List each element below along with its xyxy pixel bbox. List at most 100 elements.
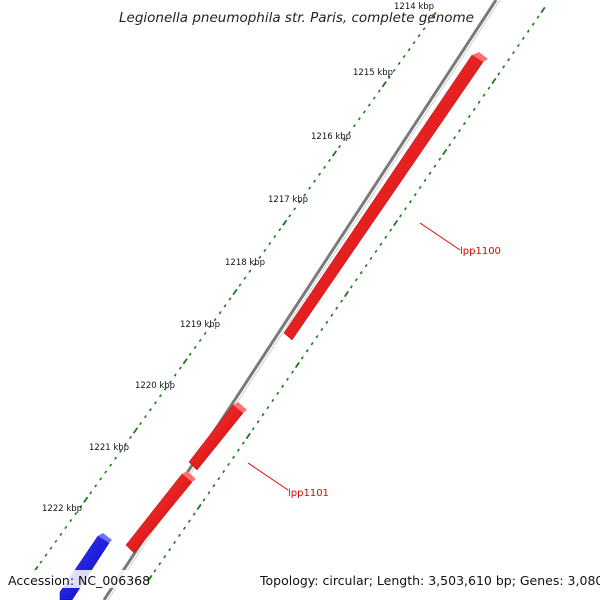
gene-lpp1101[interactable]: [188, 402, 247, 471]
inner-minor-tick: [487, 86, 491, 90]
lpp1100-label-line: [419, 222, 461, 251]
inner-minor-tick: [413, 192, 417, 197]
outer-minor-tick: [208, 325, 212, 329]
inner-minor-tick: [458, 129, 461, 133]
inner-minor-tick: [271, 398, 275, 403]
tick-label-1220: 1220 kbp: [135, 381, 175, 391]
inner-minor-tick: [516, 43, 520, 48]
inner-minor-tick: [232, 455, 235, 459]
inner-minor-tick: [507, 58, 511, 62]
inner-minor-tick: [526, 29, 530, 33]
inner-minor-tick: [433, 164, 437, 168]
inner-minor-tick: [241, 441, 245, 445]
outer-minor-tick: [124, 442, 128, 446]
gene-lpp1100[interactable]: [283, 52, 488, 341]
inner-minor-tick: [187, 519, 191, 523]
outer-minor-tick: [417, 34, 421, 38]
outer-minor-tick: [223, 304, 227, 308]
outer-major-tick: [431, 11, 437, 19]
inner-minor-tick: [300, 356, 304, 360]
outer-minor-tick: [392, 68, 396, 72]
outer-minor-tick: [89, 491, 93, 495]
outer-minor-tick: [372, 96, 376, 100]
outer-minor-tick: [49, 546, 53, 550]
inner-minor-tick: [212, 484, 216, 488]
outer-minor-tick: [54, 539, 58, 543]
inner-minor-tick: [266, 405, 270, 410]
gene-forward[interactable]: [59, 533, 112, 600]
inner-major-tick: [196, 503, 202, 511]
tick-label-1218: 1218 kbp: [225, 258, 265, 268]
inner-minor-tick: [305, 349, 309, 353]
inner-major-tick: [245, 432, 251, 440]
inner-minor-tick: [428, 171, 432, 175]
inner-minor-tick: [531, 22, 535, 26]
map-title: Legionella pneumophila str. Paris, compl…: [119, 10, 474, 26]
outer-minor-tick: [407, 48, 411, 52]
inner-major-tick: [393, 219, 399, 227]
inner-minor-tick: [261, 413, 265, 417]
outer-minor-tick: [308, 186, 312, 190]
outer-minor-tick: [114, 456, 118, 460]
gene-lpp1101-second[interactable]: [125, 471, 196, 554]
tick-label-1214: 1214 kbp: [394, 2, 434, 12]
inner-minor-tick: [482, 93, 486, 97]
inner-minor-tick: [521, 36, 525, 41]
outer-minor-tick: [148, 408, 152, 412]
inner-major-tick: [343, 290, 350, 298]
outer-minor-tick: [168, 380, 172, 384]
outer-minor-tick: [328, 158, 331, 163]
tick-label-1221: 1221 kbp: [89, 443, 129, 453]
outer-minor-tick: [243, 276, 247, 280]
inner-minor-tick: [256, 420, 260, 424]
gene-label-lpp1100[interactable]: lpp1100: [460, 246, 501, 257]
outer-major-tick: [132, 427, 139, 434]
inner-minor-tick: [222, 469, 226, 474]
outer-minor-tick: [422, 27, 426, 31]
outer-minor-tick: [397, 61, 401, 66]
tick-label-1216: 1216 kbp: [311, 132, 351, 142]
inner-major-tick: [147, 574, 153, 582]
outer-minor-tick: [59, 532, 63, 536]
outer-minor-tick: [213, 318, 217, 322]
outer-minor-tick: [69, 518, 73, 523]
outer-minor-tick: [64, 525, 68, 530]
outer-minor-tick: [228, 297, 232, 301]
inner-minor-tick: [182, 526, 186, 530]
inner-minor-tick: [320, 327, 324, 332]
outer-minor-tick: [248, 269, 252, 273]
inner-minor-tick: [477, 100, 481, 104]
inner-minor-tick: [310, 342, 314, 346]
inner-minor-tick: [153, 569, 157, 573]
outer-minor-tick: [338, 144, 341, 149]
inner-minor-tick: [418, 185, 422, 190]
gene-label-lpp1101[interactable]: lpp1101: [288, 488, 329, 499]
outer-minor-tick: [79, 505, 83, 509]
inner-minor-tick: [236, 448, 240, 452]
inner-minor-tick: [207, 491, 211, 495]
inner-minor-tick: [286, 377, 289, 381]
outer-major-tick: [182, 358, 188, 365]
outer-minor-tick: [273, 235, 277, 239]
inner-minor-tick: [399, 214, 402, 218]
tick-label-1222: 1222 kbp: [42, 504, 82, 514]
outer-minor-tick: [143, 415, 147, 419]
inner-minor-tick: [217, 476, 221, 481]
inner-minor-tick: [369, 256, 373, 261]
inner-minor-tick: [384, 235, 388, 239]
outer-minor-tick: [129, 435, 132, 440]
inner-minor-tick: [163, 555, 167, 559]
outer-minor-tick: [163, 387, 167, 391]
outer-minor-tick: [412, 41, 416, 45]
tick-labels: 1214 kbp 1215 kbp 1216 kbp 1217 kbp 1218…: [42, 2, 434, 514]
outer-minor-tick: [288, 214, 292, 218]
inner-minor-tick: [325, 320, 329, 325]
outer-minor-tick: [357, 117, 361, 121]
inner-minor-tick: [448, 143, 452, 147]
outer-tick-ring: [33, 11, 437, 573]
outer-minor-tick: [74, 512, 78, 516]
outer-minor-tick: [278, 228, 282, 232]
outer-minor-tick: [39, 560, 43, 564]
inner-minor-tick: [291, 370, 294, 374]
